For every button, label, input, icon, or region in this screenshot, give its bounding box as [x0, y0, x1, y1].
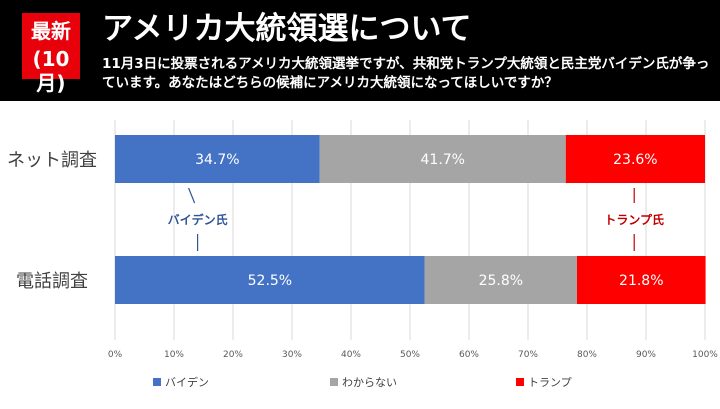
- bar-segment: [565, 135, 705, 183]
- category-label: ネット調査: [7, 150, 97, 171]
- annotation-label: トランプ氏: [604, 212, 664, 227]
- x-tick-label: 70%: [518, 350, 538, 360]
- survey-question: 11月3日に投票されるアメリカ大統領選挙ですが、共和党トランプ大統領と民主党バイ…: [102, 56, 710, 91]
- bar-segment: [115, 256, 425, 304]
- x-tick-label: 10%: [164, 350, 184, 360]
- data-label: 21.8%: [619, 273, 663, 289]
- x-tick-label: 0%: [108, 350, 123, 360]
- bar-segment: [424, 256, 577, 304]
- bar-segment: [576, 256, 706, 304]
- x-tick-label: 30%: [282, 350, 302, 360]
- header-banner: 最新 (10月) アメリカ大統領選について 11月3日に投票されるアメリカ大統領…: [0, 0, 720, 101]
- x-tick-label: 80%: [577, 350, 597, 360]
- bar-segment: [115, 135, 320, 183]
- x-tick-label: 40%: [341, 350, 361, 360]
- data-label: 23.6%: [613, 152, 657, 168]
- data-label: 41.7%: [421, 152, 465, 168]
- x-tick-label: 20%: [223, 350, 243, 360]
- legend-label: トランプ: [528, 376, 572, 389]
- page-title: アメリカ大統領選について: [102, 11, 472, 47]
- legend-swatch: [330, 378, 338, 386]
- annotation-leader: [188, 187, 196, 204]
- legend-label: バイデン: [165, 375, 209, 389]
- data-label: 52.5%: [248, 273, 292, 289]
- category-label: 電話調査: [16, 271, 88, 292]
- x-tick-label: 90%: [636, 350, 656, 360]
- x-tick-label: 50%: [400, 350, 420, 360]
- bar-segment: [319, 135, 566, 183]
- badge-label: 最新: [31, 19, 71, 43]
- legend-label: わからない: [342, 376, 397, 389]
- x-tick-label: 100%: [692, 350, 718, 360]
- data-label: 34.7%: [195, 152, 239, 168]
- annotation-label: バイデン氏: [168, 212, 228, 227]
- data-label: 25.8%: [479, 273, 523, 289]
- latest-badge: 最新 (10月): [22, 13, 80, 95]
- legend-swatch: [153, 378, 161, 386]
- x-tick-label: 60%: [459, 350, 479, 360]
- badge-month: (10月): [32, 47, 70, 95]
- legend-swatch: [516, 378, 524, 386]
